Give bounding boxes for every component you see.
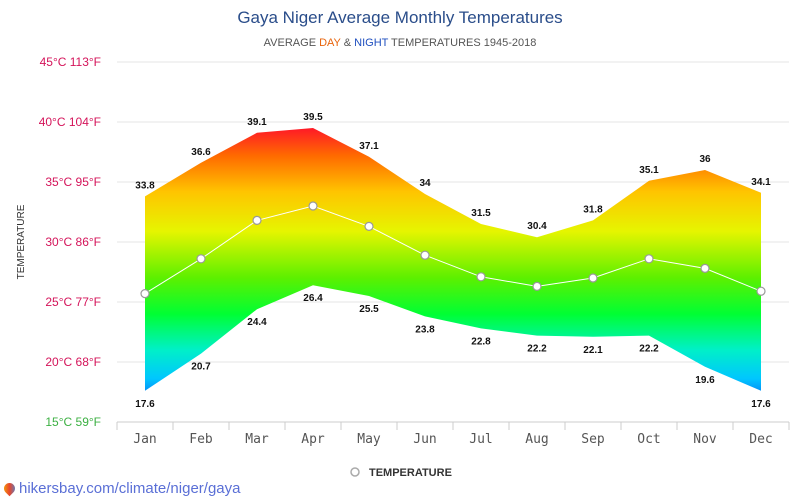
temperature-band <box>145 128 761 391</box>
x-axis: Jan Feb Mar Apr May Jun Jul Aug Sep Oct Nov Dec <box>116 421 790 447</box>
day-value-label: 36 <box>699 154 711 165</box>
x-tick-label: Jan <box>133 432 156 447</box>
night-value-label: 26.4 <box>303 293 323 304</box>
day-value-label: 36.6 <box>191 147 211 158</box>
x-tick-label: Jul <box>469 432 492 447</box>
day-value-label: 39.5 <box>303 112 323 123</box>
y-tick-label: 35°C 95°F <box>45 175 101 189</box>
average-point <box>476 272 486 282</box>
y-tick-label: 25°C 77°F <box>45 295 101 309</box>
average-point <box>644 254 654 264</box>
data-labels: 33.8 36.6 39.1 39.5 37.1 34 31.5 30.4 31.8 35.1 36… <box>135 112 771 410</box>
x-tick-label: Aug <box>525 432 548 447</box>
average-point <box>700 263 710 273</box>
subtitle-suffix: TEMPERATURES 1945-2018 <box>388 37 536 49</box>
x-tick-label: Apr <box>301 432 325 447</box>
night-value-label: 17.6 <box>751 399 771 410</box>
x-tick-label: Sep <box>581 432 605 447</box>
day-value-label: 34.1 <box>751 177 771 188</box>
x-tick-label: Feb <box>189 432 213 447</box>
y-tick-label: 15°C 59°F <box>45 415 101 429</box>
night-value-label: 23.8 <box>415 324 435 335</box>
night-value-label: 24.4 <box>247 317 267 328</box>
day-night-range-area <box>145 128 761 391</box>
average-line <box>144 205 762 295</box>
subtitle-amp: & <box>341 37 354 49</box>
night-value-label: 22.2 <box>527 344 547 355</box>
y-tick-label: 30°C 86°F <box>45 235 101 249</box>
day-value-label: 31.5 <box>471 208 491 219</box>
x-tick-label: Nov <box>693 432 717 447</box>
day-value-label: 30.4 <box>527 221 547 232</box>
footer-text: hikersbay.com/climate/niger/gaya <box>19 480 241 497</box>
average-point <box>588 273 598 283</box>
map-pin-icon <box>1 480 18 497</box>
legend-label: TEMPERATURE <box>369 467 452 479</box>
x-tick-label: Mar <box>245 432 269 447</box>
night-value-label: 22.1 <box>583 345 603 356</box>
x-tick-label: Oct <box>637 432 660 447</box>
average-point <box>196 254 206 264</box>
day-value-label: 35.1 <box>639 165 659 176</box>
footer-link[interactable]: hikersbay.com/climate/niger/gaya <box>1 480 241 497</box>
legend[interactable]: TEMPERATURE <box>350 467 452 479</box>
legend-marker-icon <box>350 467 360 477</box>
average-point <box>420 250 430 260</box>
night-value-label: 19.6 <box>695 375 715 386</box>
day-value-label: 39.1 <box>247 117 267 128</box>
day-value-label: 33.8 <box>135 180 155 191</box>
average-series <box>140 201 766 299</box>
night-value-label: 25.5 <box>359 304 379 315</box>
x-tick-label: Dec <box>749 432 772 447</box>
night-value-label: 20.7 <box>191 362 211 373</box>
subtitle-prefix: AVERAGE <box>264 37 319 49</box>
night-value-label: 17.6 <box>135 399 155 410</box>
chart-subtitle: AVERAGE DAY & NIGHT TEMPERATURES 1945-20… <box>264 37 537 49</box>
day-value-label: 34 <box>419 178 431 189</box>
y-tick-label: 20°C 68°F <box>45 355 101 369</box>
night-value-label: 22.8 <box>471 336 491 347</box>
night-value-label: 22.2 <box>639 344 659 355</box>
subtitle-day: DAY <box>319 37 341 49</box>
average-point <box>308 201 318 211</box>
y-tick-label: 45°C 113°F <box>40 55 101 69</box>
chart-title: Gaya Niger Average Monthly Temperatures <box>237 8 562 27</box>
average-point <box>756 286 766 296</box>
y-axis-title: TEMPERATURE <box>16 204 27 279</box>
y-tick-label: 40°C 104°F <box>39 115 101 129</box>
average-point <box>532 281 542 291</box>
day-value-label: 31.8 <box>583 204 603 215</box>
average-point <box>140 289 150 299</box>
average-point <box>252 215 262 225</box>
day-value-label: 37.1 <box>359 141 379 152</box>
x-tick-label: May <box>357 432 381 447</box>
subtitle-night: NIGHT <box>354 37 389 49</box>
x-tick-label: Jun <box>413 432 436 447</box>
y-axis-ticks: 15°C 59°F 20°C 68°F 25°C 77°F 30°C 86°F 35°C… <box>39 55 101 429</box>
average-point <box>364 221 374 231</box>
